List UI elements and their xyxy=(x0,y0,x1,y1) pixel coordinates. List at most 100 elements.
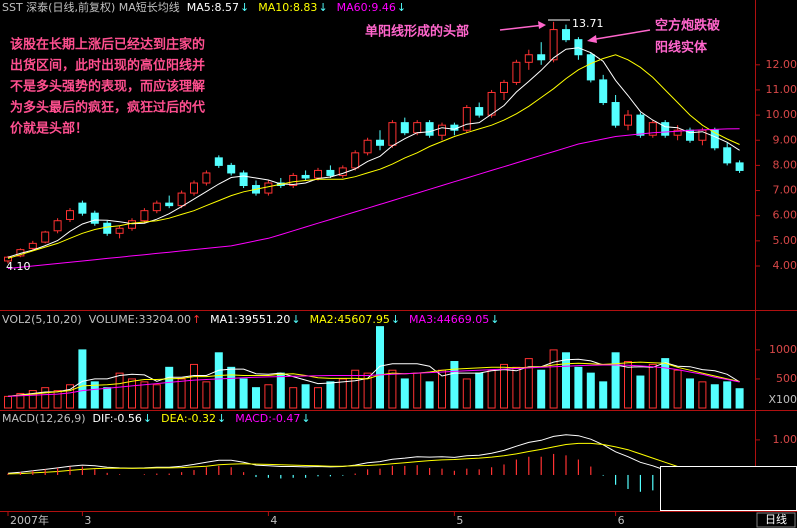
volume-bar xyxy=(512,366,521,409)
volume-bar xyxy=(562,352,570,409)
candle-body xyxy=(599,79,608,104)
volume-bar xyxy=(710,384,719,409)
candle-body xyxy=(165,202,174,207)
volume-bar xyxy=(214,352,223,409)
volume-bar xyxy=(314,387,322,409)
legend-entry: MACD:-0.47 xyxy=(235,412,300,425)
legend-entry: MA60:9.46 xyxy=(337,1,396,14)
x-tick-label: 5 xyxy=(456,514,463,527)
volume-bar xyxy=(103,387,112,409)
candle-body xyxy=(710,129,719,149)
candle-body xyxy=(53,220,62,232)
y-tick-label: 12.00 xyxy=(766,58,797,71)
info-box xyxy=(660,466,797,511)
candle-body xyxy=(314,169,322,179)
candle-body xyxy=(462,107,471,131)
candle-body xyxy=(264,182,273,194)
volume-bar xyxy=(611,352,620,409)
x-tick-label: 6 xyxy=(618,514,625,527)
panel-title: SST 深泰(日线,前复权) MA短长均线 xyxy=(2,0,180,14)
volume-bar xyxy=(115,372,124,409)
period-label: 日线 xyxy=(765,512,787,526)
volume-bar xyxy=(140,381,149,409)
volume-bar xyxy=(190,363,198,409)
candle-body xyxy=(351,152,360,169)
candle-body xyxy=(512,61,521,83)
candle-body xyxy=(90,212,99,224)
candle-body xyxy=(735,162,744,171)
x-tick-label: 3 xyxy=(84,514,91,527)
volume-bar xyxy=(165,366,174,409)
period-box xyxy=(756,512,796,528)
legend-trend: ↓ xyxy=(291,313,300,326)
volume-bar xyxy=(53,390,62,409)
volume-bar xyxy=(363,372,372,409)
volume-bar xyxy=(487,369,496,409)
candle-body xyxy=(376,139,384,146)
note-line: 出货区间，此时出现的高位阳线并 xyxy=(10,58,205,74)
candle-body xyxy=(586,54,595,81)
volume-bar xyxy=(400,378,409,409)
volume-bar xyxy=(78,349,87,409)
volume-bar xyxy=(326,381,335,409)
volume-bar xyxy=(636,375,645,409)
volume-bar xyxy=(673,369,682,409)
volume-bar xyxy=(735,388,744,409)
volume-bar xyxy=(4,395,12,409)
break-note: 阳线实体 xyxy=(655,40,708,56)
candle-body xyxy=(66,210,74,220)
volume-bar xyxy=(128,378,136,409)
candle-body xyxy=(400,122,409,134)
candle-body xyxy=(326,169,335,176)
panel-title: MACD(12,26,9) xyxy=(2,412,86,425)
volume-bar xyxy=(450,361,459,409)
candle-body xyxy=(549,29,558,61)
y-tick-label: 6.00 xyxy=(773,209,797,222)
x-tick-label: 4 xyxy=(270,514,277,527)
volume-bar xyxy=(574,366,583,409)
volume-bar xyxy=(624,361,632,409)
legend-entry: VOLUME:33204.00 xyxy=(89,313,191,326)
legend-trend: ↓ xyxy=(301,412,310,425)
candle-body xyxy=(28,242,37,249)
legend-trend: ↓ xyxy=(217,412,226,425)
candle-body xyxy=(239,172,248,187)
candle-body xyxy=(190,182,198,194)
volume-bar xyxy=(413,372,422,409)
volume-bar xyxy=(66,384,74,409)
legend-entry: DIF:-0.56 xyxy=(93,412,142,425)
y-tick-label: 500 xyxy=(776,372,797,385)
candle-body xyxy=(723,147,732,164)
volume-bar xyxy=(16,392,25,409)
volume-bar xyxy=(524,358,533,409)
break-arrowhead xyxy=(587,35,597,43)
legend-entry: MA1:39551.20 xyxy=(210,313,290,326)
volume-bar xyxy=(648,363,657,409)
y-tick-label: 5.00 xyxy=(773,234,797,247)
candle-body xyxy=(487,91,496,116)
volume-bar xyxy=(475,372,484,409)
volume-bar xyxy=(388,369,397,409)
legend-entry: MA3:44669.05 xyxy=(409,313,489,326)
volume-ma-line xyxy=(7,361,740,397)
candle-body xyxy=(152,202,161,212)
note-line: 为多头最后的疯狂，疯狂过后的代 xyxy=(10,100,205,116)
volume-bar xyxy=(264,384,273,409)
candle-body xyxy=(301,174,310,179)
volume-bar xyxy=(351,369,360,409)
note-line: 价就是头部！ xyxy=(10,121,88,137)
legend-trend: ↓ xyxy=(490,313,499,326)
macd-line xyxy=(7,442,740,487)
candle-body xyxy=(363,139,372,154)
candle-body xyxy=(140,210,149,222)
candle-body xyxy=(425,122,434,136)
break-note: 空方炮跌破 xyxy=(655,18,720,34)
volume-bar xyxy=(698,381,707,409)
volume-bar xyxy=(289,387,298,409)
frame xyxy=(0,0,797,512)
volume-bar xyxy=(252,387,260,409)
candle-body xyxy=(289,174,298,187)
legend-trend: ↓ xyxy=(318,1,327,14)
volume-bar xyxy=(276,372,285,409)
